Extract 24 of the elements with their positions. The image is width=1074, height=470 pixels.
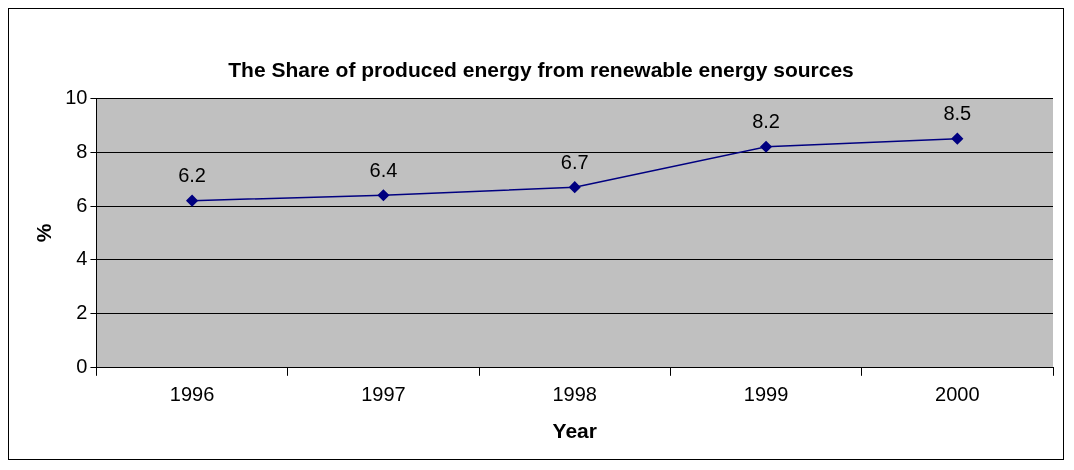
data-label: 8.5: [943, 102, 972, 125]
y-tick-label: 2: [76, 301, 88, 324]
data-label: 6.7: [560, 150, 589, 173]
point: [377, 189, 390, 202]
x-tick-label: 2000: [935, 383, 980, 406]
y-tick-label: 10: [65, 85, 88, 108]
data-label: 6.2: [178, 164, 207, 187]
y-tick-label: 8: [76, 139, 88, 162]
point: [760, 140, 772, 153]
point: [951, 132, 964, 145]
x-tick-label: 1999: [743, 383, 789, 406]
point: [186, 194, 198, 207]
data-label: 6.4: [369, 158, 398, 181]
chart-title: The Share of produced energy from renewable energy sources: [228, 58, 854, 82]
y-tick-label: 0: [76, 355, 88, 378]
y-tick-label: 4: [76, 247, 88, 270]
y-axis-title: %: [32, 223, 56, 243]
x-tick-label: 1998: [552, 383, 597, 406]
x-tick-label: 1996: [169, 383, 215, 406]
x-tick-label: 1997: [361, 383, 406, 406]
x-axis-title: Year: [552, 419, 597, 443]
point: [568, 181, 581, 193]
data-label: 8.2: [752, 110, 780, 133]
y-tick-label: 6: [76, 193, 88, 216]
